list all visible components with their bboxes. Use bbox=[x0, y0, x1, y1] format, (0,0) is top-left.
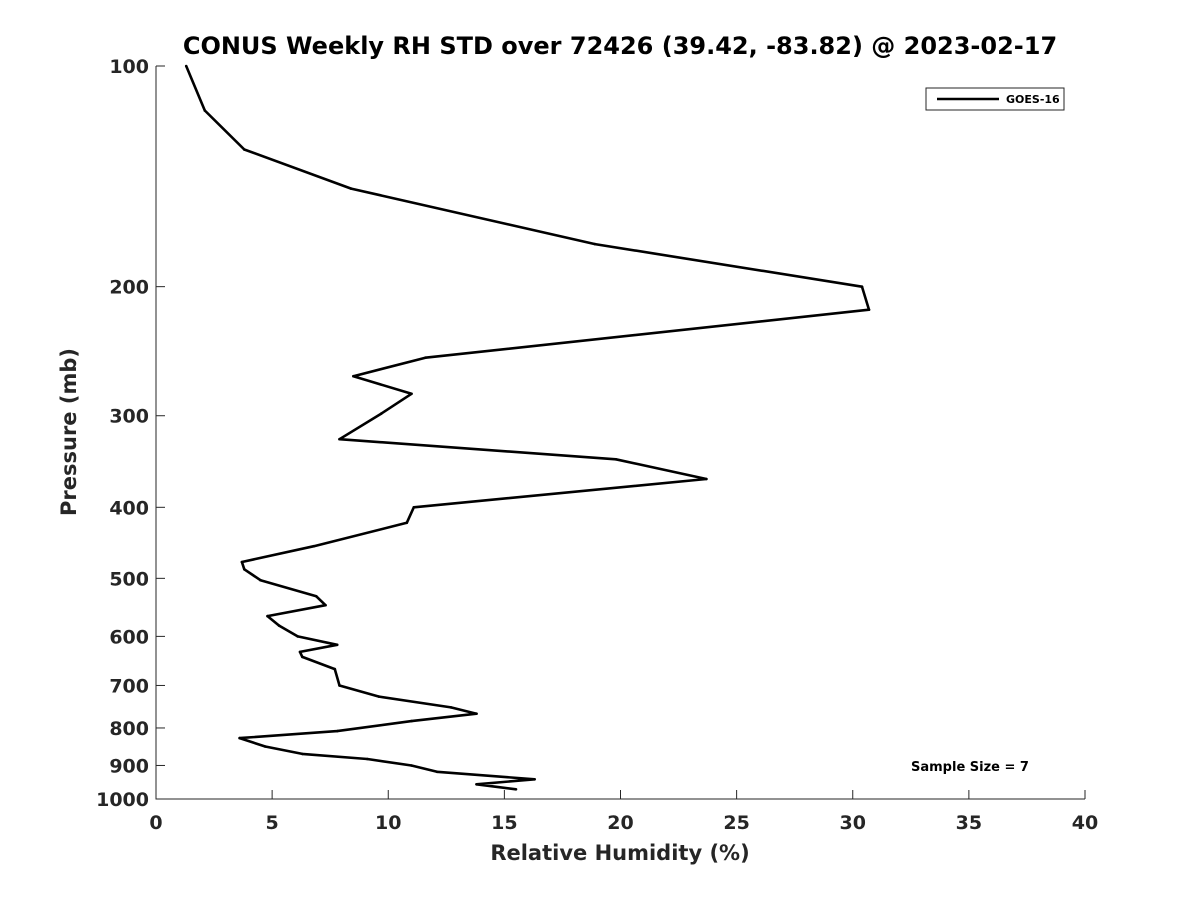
axes-background bbox=[156, 66, 1085, 799]
data-point bbox=[335, 729, 339, 733]
data-point bbox=[410, 764, 413, 767]
data-point bbox=[705, 477, 708, 481]
x-tick-label: 0 bbox=[149, 812, 162, 834]
data-point bbox=[412, 506, 416, 509]
data-point bbox=[405, 521, 409, 525]
data-point bbox=[277, 624, 281, 627]
data-point bbox=[315, 595, 318, 598]
data-point bbox=[533, 778, 536, 781]
y-tick-label: 100 bbox=[109, 56, 149, 78]
y-tick-label: 700 bbox=[109, 675, 149, 697]
y-tick-label: 300 bbox=[109, 406, 149, 428]
data-point bbox=[867, 308, 871, 312]
x-tick-label: 10 bbox=[375, 812, 401, 834]
data-point bbox=[614, 458, 618, 461]
x-axis-label: Relative Humidity (%) bbox=[490, 841, 749, 865]
x-tick-label: 20 bbox=[607, 812, 633, 834]
data-point bbox=[410, 392, 413, 396]
data-point bbox=[301, 752, 304, 756]
data-point bbox=[410, 719, 413, 723]
data-point bbox=[435, 770, 439, 774]
data-point bbox=[338, 437, 341, 441]
data-point bbox=[380, 412, 383, 415]
data-point bbox=[338, 684, 341, 687]
legend: GOES-16 bbox=[925, 87, 1065, 111]
data-point bbox=[475, 712, 478, 715]
data-point bbox=[593, 242, 597, 246]
x-tick-label: 30 bbox=[840, 812, 866, 834]
data-point bbox=[259, 578, 262, 582]
y-tick-label: 500 bbox=[109, 568, 149, 590]
data-point bbox=[203, 109, 207, 112]
data-point bbox=[324, 603, 327, 607]
data-point bbox=[296, 635, 300, 638]
data-point bbox=[266, 614, 269, 618]
data-point bbox=[366, 757, 369, 761]
data-point bbox=[298, 650, 302, 654]
data-point bbox=[377, 695, 381, 698]
data-point bbox=[312, 544, 316, 548]
y-tick-label: 200 bbox=[109, 277, 149, 299]
x-tick-label: 25 bbox=[723, 812, 749, 834]
data-point bbox=[475, 783, 478, 786]
data-point bbox=[263, 745, 267, 748]
series-points-goes-16 bbox=[184, 64, 871, 791]
data-point bbox=[243, 568, 246, 571]
data-point bbox=[352, 374, 355, 378]
y-tick-label: 600 bbox=[109, 626, 149, 648]
plot-area bbox=[156, 66, 1085, 799]
y-tick-label: 400 bbox=[109, 497, 149, 519]
data-point bbox=[449, 706, 453, 709]
data-point bbox=[335, 643, 339, 647]
x-axis-ticks: 0 5 10 15 20 25 30 35 40 bbox=[149, 790, 1098, 834]
data-point bbox=[240, 560, 244, 564]
legend-label-goes-16: GOES-16 bbox=[1006, 93, 1060, 106]
x-tick-label: 15 bbox=[491, 812, 517, 834]
y-axis-label: Pressure (mb) bbox=[57, 348, 81, 516]
series-line-goes-16 bbox=[185, 65, 871, 791]
data-point bbox=[349, 187, 353, 190]
data-point bbox=[514, 788, 518, 791]
data-point bbox=[184, 64, 188, 68]
sample-size-annotation: Sample Size = 7 bbox=[911, 760, 1029, 775]
y-axis-ticks: 100 200 300 400 500 600 700 800 900 1000 bbox=[96, 56, 165, 811]
chart-title: CONUS Weekly RH STD over 72426 (39.42, -… bbox=[183, 32, 1057, 60]
y-tick-label: 1000 bbox=[96, 789, 149, 811]
y-tick-label: 900 bbox=[109, 755, 149, 777]
data-point bbox=[243, 148, 246, 151]
data-point bbox=[301, 655, 304, 659]
y-tick-label: 800 bbox=[109, 718, 149, 740]
data-point bbox=[424, 356, 427, 360]
x-tick-label: 40 bbox=[1072, 812, 1098, 834]
x-tick-label: 35 bbox=[956, 812, 982, 834]
data-point bbox=[238, 736, 241, 740]
data-point bbox=[333, 667, 337, 671]
x-tick-label: 5 bbox=[266, 812, 279, 834]
data-point bbox=[860, 285, 864, 289]
